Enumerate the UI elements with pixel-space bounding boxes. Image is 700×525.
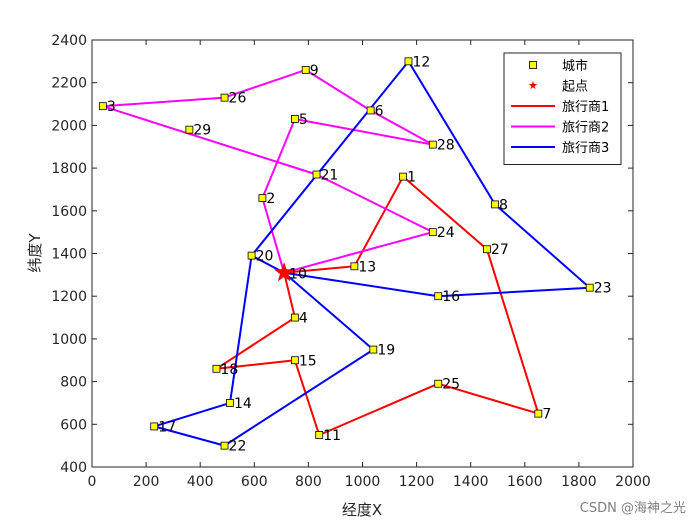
city-label-25: 25 [442, 377, 460, 393]
city-marker-22 [220, 441, 229, 450]
city-label-16: 16 [442, 289, 460, 305]
legend-symbol-city [529, 61, 537, 69]
city-marker-7 [534, 409, 543, 418]
y-tick-label: 1600 [51, 204, 87, 220]
legend-label: 城市 [562, 58, 588, 74]
city-label-27: 27 [491, 242, 509, 258]
x-axis-label: 经度X [342, 501, 382, 519]
legend-label: 起点 [562, 80, 588, 95]
city-marker-29 [185, 125, 194, 134]
depot-label: 10 [289, 267, 307, 283]
city-marker-2 [258, 194, 267, 202]
city-marker-17 [150, 422, 159, 431]
city-marker-18 [212, 364, 221, 373]
legend-label: 旅行商3 [562, 141, 609, 156]
city-marker-15 [290, 356, 299, 365]
x-tick-label: 400 [187, 474, 214, 490]
city-label-24: 24 [437, 225, 455, 241]
y-tick-label: 800 [60, 375, 87, 391]
city-label-2: 2 [266, 191, 275, 207]
city-marker-25 [434, 379, 443, 388]
x-tick-label: 600 [241, 474, 268, 490]
city-marker-1 [399, 172, 407, 181]
y-ticks: 400 600 800 1000 1200 1400 1600 1800 2000 2200 240… [51, 33, 633, 476]
y-tick-label: 600 [60, 417, 87, 433]
y-tick-label: 1400 [51, 247, 87, 263]
x-tick-label: 1200 [399, 474, 435, 490]
city-label-6: 6 [375, 103, 384, 119]
city-marker-9 [301, 65, 310, 74]
city-label-12: 12 [412, 54, 430, 70]
y-tick-label: 1200 [51, 289, 87, 305]
x-tick-label: 800 [295, 474, 322, 490]
city-label-26: 26 [229, 91, 247, 107]
y-tick-label: 400 [60, 460, 87, 476]
city-marker-5 [290, 115, 299, 123]
y-tick-label: 1800 [51, 161, 87, 177]
x-tick-label: 2000 [615, 474, 651, 490]
city-marker-28 [428, 140, 437, 149]
city-marker-8 [491, 200, 499, 209]
legend-symbol-depot [528, 81, 538, 90]
legend-box [503, 52, 622, 165]
watermark: CSDN @海神之光 [579, 501, 686, 516]
city-marker-26 [220, 93, 229, 102]
city-label-4: 4 [299, 311, 308, 327]
x-tick-label: 200 [133, 474, 160, 490]
city-label-19: 19 [377, 343, 395, 359]
depot-marker: 10 [273, 261, 307, 283]
legend-label: 旅行商2 [562, 121, 609, 136]
y-tick-label: 1000 [51, 332, 87, 348]
city-label-29: 29 [193, 123, 211, 139]
city-markers [98, 57, 594, 450]
city-label-18: 18 [220, 362, 238, 378]
legend-label: 旅行商1 [562, 100, 609, 115]
city-label-28: 28 [437, 138, 455, 154]
city-label-1: 1 [407, 170, 416, 186]
city-label-21: 21 [321, 168, 339, 184]
city-label-15: 15 [299, 353, 317, 369]
x-ticks: 0 200 400 600 800 1000 1200 1400 1600 1800 2000 [88, 40, 651, 490]
city-label-22: 22 [229, 439, 247, 455]
y-tick-label: 2200 [51, 76, 87, 92]
city-label-23: 23 [594, 281, 612, 297]
city-label-20: 20 [256, 249, 274, 265]
city-marker-21 [312, 170, 321, 179]
city-label-5: 5 [299, 112, 308, 128]
city-marker-6 [366, 106, 375, 115]
city-label-9: 9 [310, 63, 319, 79]
city-label-8: 8 [499, 197, 508, 213]
city-marker-23 [585, 283, 594, 292]
route-3 [153, 60, 591, 447]
city-label-14: 14 [234, 396, 252, 412]
x-tick-label: 1000 [345, 474, 381, 490]
city-label-11: 11 [323, 428, 341, 444]
city-marker-12 [404, 57, 413, 66]
city-marker-20 [247, 251, 256, 260]
x-tick-label: 1600 [507, 474, 543, 490]
y-tick-label: 2000 [51, 118, 87, 134]
y-tick-label: 2400 [51, 33, 87, 49]
x-tick-label: 0 [88, 474, 97, 490]
city-marker-3 [98, 102, 107, 111]
city-marker-27 [483, 245, 491, 254]
y-axis-label: 纬度Y [26, 233, 44, 273]
city-marker-19 [369, 345, 378, 354]
city-label-3: 3 [107, 99, 116, 115]
city-label-17: 17 [158, 419, 176, 435]
depot-star [273, 261, 295, 282]
city-marker-11 [315, 431, 324, 439]
city-marker-24 [428, 228, 437, 237]
city-marker-13 [350, 262, 359, 271]
city-marker-4 [290, 313, 299, 322]
x-tick-label: 1800 [561, 474, 597, 490]
city-marker-16 [434, 292, 443, 301]
city-label-7: 7 [542, 407, 551, 423]
city-labels: 1235467891112131415161718192021222324252… [107, 54, 612, 454]
city-marker-14 [226, 399, 234, 407]
city-label-13: 13 [358, 259, 376, 275]
x-tick-label: 1400 [453, 474, 489, 490]
